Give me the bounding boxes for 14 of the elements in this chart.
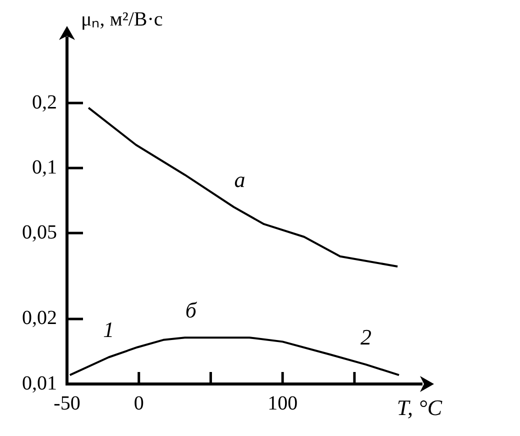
y-axis-title: μₙ, м²/В·с — [81, 8, 163, 30]
y-tick-label: 0,1 — [32, 156, 57, 178]
x-tick-label: 0 — [134, 392, 144, 414]
x-axis-title: T, °C — [396, 394, 442, 420]
y-tick-label: 0,01 — [22, 372, 57, 394]
annotation: 1 — [103, 317, 114, 342]
x-tick-label: 100 — [268, 392, 298, 414]
y-tick-label: 0,2 — [32, 91, 57, 114]
y-tick-label: 0,02 — [22, 307, 57, 330]
y-tick-label: 0,05 — [22, 221, 57, 244]
series-label: б — [185, 297, 198, 322]
annotation: 2 — [360, 324, 372, 350]
x-tick-label: -50 — [54, 392, 80, 414]
series-label: а — [234, 166, 246, 192]
